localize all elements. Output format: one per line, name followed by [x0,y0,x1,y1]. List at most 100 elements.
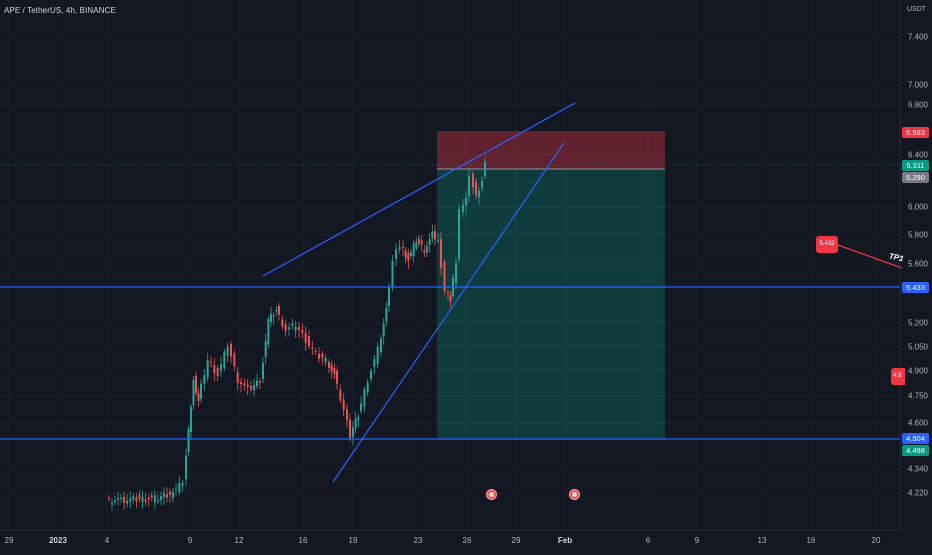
candle-body [270,313,272,322]
lower-level-price-label: 4.504 [902,433,929,444]
take-profit-zone[interactable] [437,169,665,439]
candle-body [185,456,187,479]
candle-body [192,380,195,405]
price-tick: 5.800 [907,230,928,240]
time-tick: 4 [104,536,110,545]
candle-body [484,162,486,176]
candle-body [440,239,442,268]
target-price-label: 4.498 [902,445,929,456]
candle-body [475,182,477,195]
price-tick: 6.800 [907,100,928,110]
earnings-event-icon[interactable] [486,489,497,500]
candle-body [144,499,147,502]
candle-body [412,243,415,257]
wedge-lower-trendline[interactable] [332,142,565,483]
price-note-box[interactable]: 5.433 [816,236,838,253]
candle-body [172,492,174,498]
candle-body [275,310,278,312]
candle-body [314,351,317,352]
price-axis[interactable]: 7.400 7.000 6.800 6.400 6.000 5.800 5.60… [900,0,932,530]
candle-body [330,365,333,371]
time-tick: 26 [462,536,472,545]
price-tick: 4.220 [907,488,928,498]
candle-body [324,358,327,363]
candle-body [190,407,192,432]
current-price-label: 6.311 [902,160,929,171]
earnings-event-icon[interactable] [569,489,580,500]
candle-body [197,393,200,401]
candle-body [132,496,135,500]
price-tick: 6.400 [907,150,928,160]
time-axis[interactable]: 29 2023 4 9 12 16 19 23 26 29 Feb 6 9 13… [0,530,900,550]
stop-loss-zone[interactable] [437,131,665,169]
price-tick: 4.900 [907,366,928,376]
candles-group [108,157,486,511]
candle-body [376,347,379,364]
candle-body [220,364,222,371]
candle-body [311,348,314,349]
time-tick: 23 [413,536,423,545]
candle-body [156,500,159,501]
candle-body [328,362,330,368]
candle-body [342,399,345,410]
candle-body [447,292,449,293]
entry-price-label: 6.290 [902,172,929,183]
candle-body [108,498,110,499]
candle-body [153,495,156,503]
candle-body [262,363,264,379]
candle-body [246,384,249,387]
candle-body [169,491,171,495]
candle-body [236,372,239,383]
candle-body [391,261,394,288]
candle-body [175,489,177,491]
candle-body [178,482,181,493]
candle-body [388,288,390,306]
candle-body [465,198,467,205]
candle-body [478,190,480,197]
stop-price-label: 6.583 [902,127,929,138]
candle-body [206,360,209,378]
time-tick: 9 [187,536,193,545]
candle-body [339,389,342,401]
candle-body [385,308,388,322]
symbol-header[interactable]: APE / TetherUS, 4h, BINANCE [4,6,116,15]
time-tick: 12 [234,536,244,545]
price-tick: 5.200 [907,318,928,328]
candle-body [366,383,369,393]
candle-body [458,209,460,259]
time-tick: 13 [757,536,767,545]
candle-body [428,239,431,245]
upper-level-price-label: 5.433 [902,282,929,293]
time-tick: 20 [871,536,881,545]
candle-body [418,239,420,244]
candle-body [360,403,362,411]
candle-body [160,496,162,500]
candle-body [333,368,336,374]
candle-body [120,497,122,499]
price-tick: 4.340 [907,464,928,474]
price-tick: 5.050 [907,342,928,352]
candle-body [443,262,446,291]
candle-body [382,323,385,337]
candle-body [210,362,212,363]
candle-body [135,497,138,502]
candle-body [203,375,206,384]
note-connector-line [837,244,903,269]
time-tick: 16 [298,536,308,545]
candle-body [434,231,436,240]
candle-body [256,380,258,386]
price-note-box-partial[interactable]: 4.9 [891,368,905,385]
candle-body [468,176,470,196]
candle-body [346,409,348,421]
candle-body [380,338,382,352]
time-tick: 9 [694,536,700,545]
candle-body [288,327,290,329]
candle-body [253,385,255,391]
candle-body [141,496,144,502]
candle-body [437,240,439,241]
candle-body [111,503,113,505]
wedge-upper-trendline[interactable] [262,102,576,277]
candle-body [407,253,410,261]
